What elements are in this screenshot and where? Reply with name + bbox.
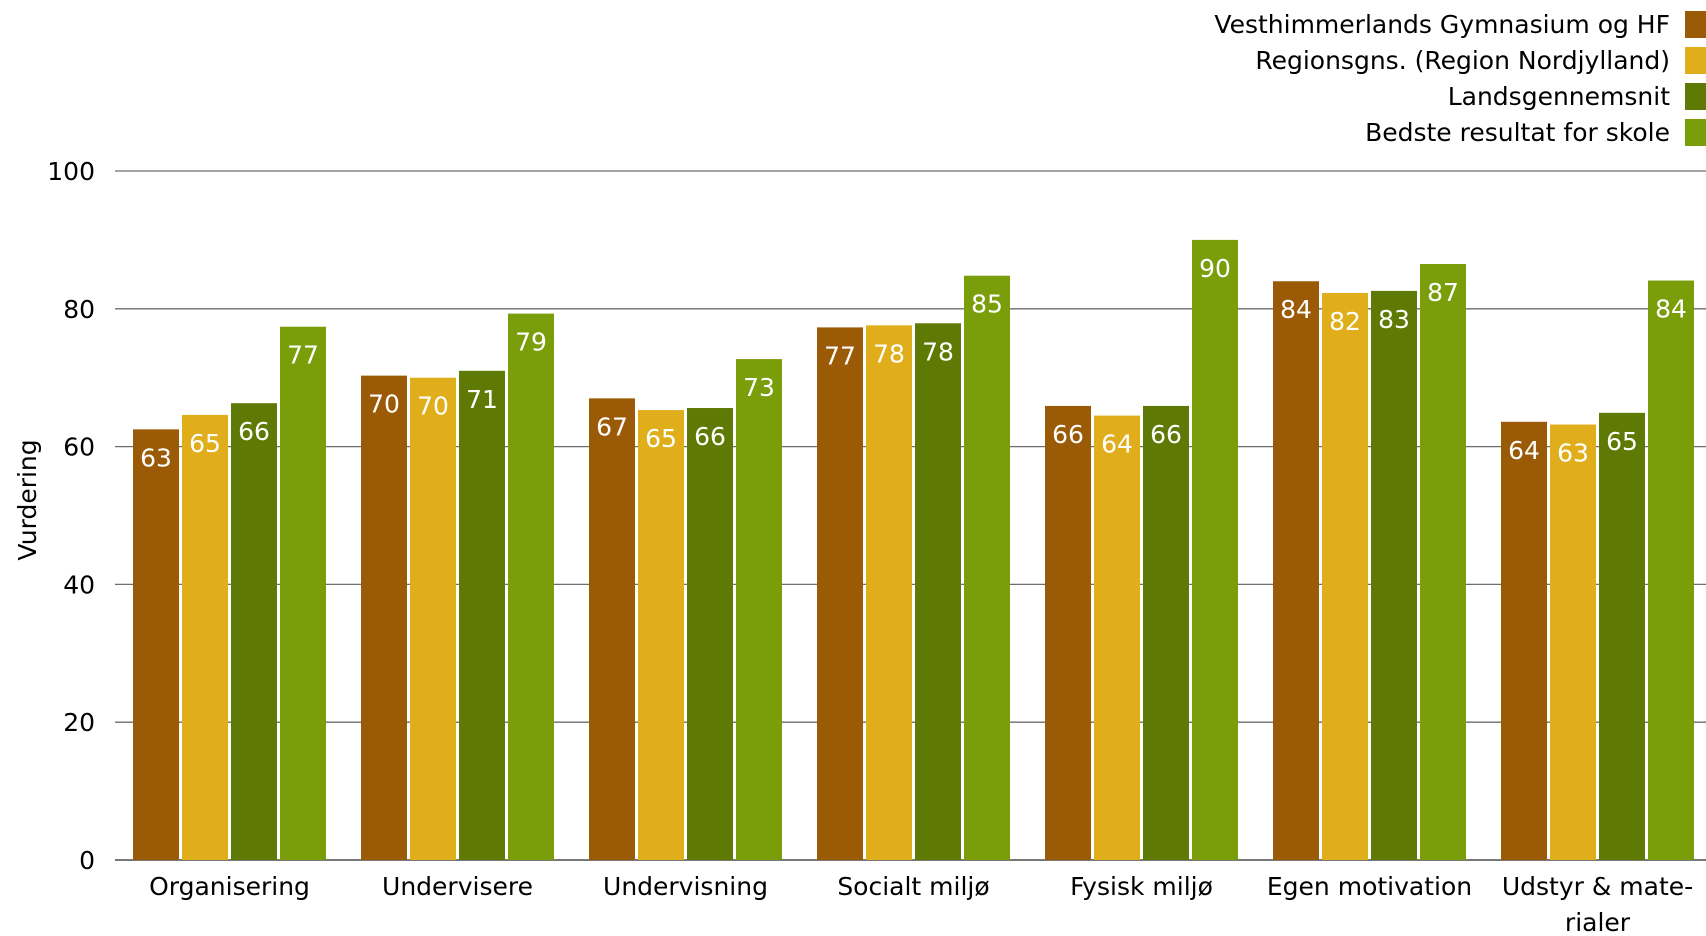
y-tick-label: 100	[47, 157, 95, 186]
legend: Vesthimmerlands Gymnasium og HF Regionsg…	[1214, 10, 1706, 147]
bar	[459, 370, 505, 860]
bar	[915, 323, 961, 860]
y-tick-label: 40	[63, 570, 95, 599]
data-label: 77	[287, 341, 319, 370]
data-label: 64	[1101, 430, 1133, 459]
category-label: Organisering	[149, 872, 310, 901]
data-label: 70	[417, 392, 449, 421]
data-label: 84	[1280, 295, 1312, 324]
category-labels: Organisering Undervisere Undervisning Socia…	[149, 872, 1693, 936]
category-label: Undervisere	[382, 872, 533, 901]
bar	[1420, 264, 1466, 860]
y-tick-label: 0	[79, 846, 95, 875]
bar	[361, 375, 407, 860]
data-label: 82	[1329, 307, 1361, 336]
bar	[508, 313, 554, 860]
bar	[1648, 280, 1694, 860]
legend-swatch	[1685, 83, 1706, 110]
bar	[866, 325, 912, 860]
bars	[133, 239, 1694, 860]
category-label: Udstyr & mate-	[1502, 872, 1693, 901]
data-label: 66	[238, 417, 270, 446]
data-label: 78	[873, 339, 905, 368]
category-label: Socialt miljø	[837, 872, 989, 901]
bar	[1045, 405, 1091, 860]
data-label: 65	[645, 424, 677, 453]
data-labels: 63 65 66 77 70 70 71 79 67 65 66 73 77 78 78 85 66 64 66 90…	[140, 254, 1687, 472]
y-tick-labels: 0 20 40 60 80 100	[47, 157, 95, 875]
data-label: 66	[1052, 420, 1084, 449]
bar	[1094, 415, 1140, 860]
y-tick-label: 80	[63, 295, 95, 324]
legend-swatch	[1685, 47, 1706, 74]
data-label: 67	[596, 412, 628, 441]
data-label: 70	[368, 390, 400, 419]
data-label: 77	[824, 341, 856, 370]
data-label: 65	[1606, 427, 1638, 456]
bar	[638, 410, 684, 860]
y-tick-label: 60	[63, 433, 95, 462]
y-tick-label: 20	[63, 708, 95, 737]
y-axis-label: Vurdering	[13, 439, 42, 560]
bar	[1273, 281, 1319, 860]
bar	[1599, 412, 1645, 860]
bar	[182, 414, 228, 860]
data-label: 66	[1150, 420, 1182, 449]
bar	[736, 359, 782, 860]
category-label: Undervisning	[603, 872, 768, 901]
data-label: 63	[140, 443, 172, 472]
legend-label: Landsgennemsnit	[1448, 82, 1670, 111]
legend-label: Bedste resultat for skole	[1365, 118, 1670, 147]
data-label: 90	[1199, 254, 1231, 283]
category-label: Fysisk miljø	[1070, 872, 1213, 901]
data-label: 66	[694, 422, 726, 451]
bar	[589, 398, 635, 860]
bar	[1550, 424, 1596, 860]
bar	[1371, 290, 1417, 860]
data-label: 87	[1427, 278, 1459, 307]
bar	[280, 326, 326, 860]
data-label: 63	[1557, 439, 1589, 468]
category-label: rialer	[1565, 908, 1631, 936]
data-label: 84	[1655, 295, 1687, 324]
bar	[687, 408, 733, 860]
data-label: 78	[922, 337, 954, 366]
bar	[964, 275, 1010, 860]
bar	[817, 327, 863, 860]
legend-label: Vesthimmerlands Gymnasium og HF	[1214, 10, 1670, 39]
bar	[1501, 421, 1547, 860]
data-label: 64	[1508, 436, 1540, 465]
bar	[1192, 239, 1238, 860]
data-label: 65	[189, 429, 221, 458]
legend-swatch	[1685, 11, 1706, 38]
legend-swatch	[1685, 119, 1706, 146]
bar	[1143, 405, 1189, 860]
data-label: 71	[466, 385, 498, 414]
legend-label: Regionsgns. (Region Nordjylland)	[1255, 46, 1670, 75]
bar	[231, 403, 277, 860]
bar	[133, 429, 179, 860]
bar	[410, 377, 456, 860]
data-label: 85	[971, 290, 1003, 319]
bar	[1322, 292, 1368, 860]
data-label: 79	[515, 328, 547, 357]
data-label: 73	[743, 373, 775, 402]
category-label: Egen motivation	[1267, 872, 1472, 901]
data-label: 83	[1378, 305, 1410, 334]
